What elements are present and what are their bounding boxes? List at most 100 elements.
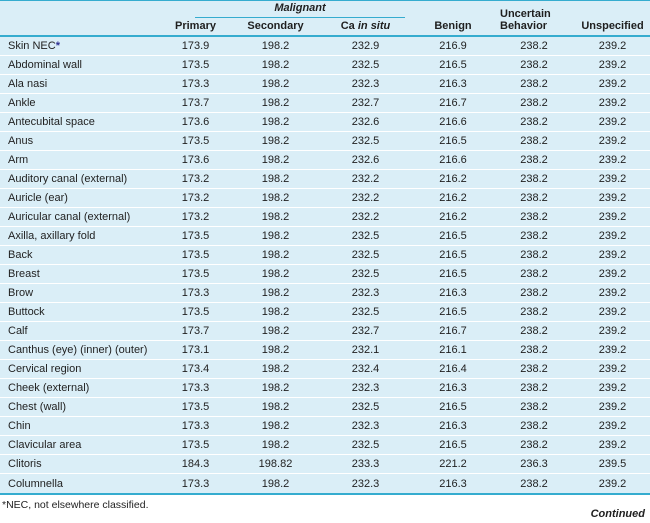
code-cell-ca-in-situ: 232.5 — [351, 249, 380, 261]
code-cell-secondary: 198.2 — [261, 477, 290, 490]
code-cell-secondary: 198.2 — [261, 230, 290, 242]
code-cell-secondary: 198.2 — [261, 344, 290, 356]
code-cell-primary: 173.5 — [181, 306, 210, 318]
code-cell-primary: 173.3 — [181, 78, 210, 90]
code-cell-primary: 173.7 — [181, 325, 210, 337]
table-row: Skin NEC* 173.9 198.2 232.9 216.9 238.2 239.2 — [0, 37, 650, 56]
code-cell-ca-in-situ: 232.9 — [351, 40, 380, 52]
site-cell: Axilla, axillary fold — [8, 230, 96, 242]
code-cell-primary: 173.2 — [181, 192, 210, 204]
code-cell-ca-in-situ: 232.6 — [351, 116, 380, 128]
malignant-underline — [195, 16, 405, 18]
code-cell-uncertain-behavior: 238.2 — [520, 78, 548, 90]
code-cell-primary: 173.5 — [181, 230, 210, 242]
code-cell-uncertain-behavior: 238.2 — [520, 382, 548, 394]
code-cell-uncertain-behavior: 238.2 — [520, 135, 548, 147]
code-cell-primary: 173.7 — [181, 97, 210, 109]
table-row: Back 173.5 198.2 232.5 216.5 238.2 239.2 — [0, 246, 650, 265]
code-cell-ca-in-situ: 232.5 — [351, 59, 380, 71]
code-cell-uncertain-behavior: 238.2 — [520, 363, 548, 375]
code-cell-unspecified: 239.2 — [598, 477, 627, 490]
code-cell-primary: 173.3 — [181, 420, 210, 432]
code-cell-ca-in-situ: 232.3 — [351, 420, 380, 432]
code-cell-uncertain-behavior: 238.2 — [520, 154, 548, 166]
table-row: Canthus (eye) (inner) (outer) 173.1 198.2 2… — [0, 341, 650, 360]
code-cell-primary: 173.5 — [181, 59, 210, 71]
code-cell-primary: 173.6 — [181, 154, 210, 166]
code-cell-uncertain-behavior: 238.2 — [520, 97, 548, 109]
column-header-uncertain-behavior: Uncertain Behavior — [500, 8, 551, 32]
table-row: Chin 173.3 198.2 232.3 216.3 238.2 239.2 — [0, 417, 650, 436]
code-cell-secondary: 198.2 — [261, 306, 290, 318]
code-cell-ca-in-situ: 232.2 — [351, 211, 380, 223]
column-header-unspecified: Unspecified — [581, 20, 644, 32]
code-cell-benign: 216.2 — [439, 173, 467, 185]
code-cell-primary: 173.4 — [181, 363, 210, 375]
code-cell-secondary: 198.2 — [261, 268, 290, 280]
code-cell-unspecified: 239.2 — [598, 173, 627, 185]
code-cell-ca-in-situ: 232.4 — [351, 363, 380, 375]
code-cell-unspecified: 239.2 — [598, 363, 627, 375]
code-cell-uncertain-behavior: 238.2 — [520, 287, 548, 299]
code-cell-unspecified: 239.2 — [598, 306, 627, 318]
table-row: Cervical region 173.4 198.2 232.4 216.4 238.2… — [0, 360, 650, 379]
site-cell: Cervical region — [8, 363, 82, 375]
table-row: Antecubital space 173.6 198.2 232.6 216.6 238… — [0, 113, 650, 132]
code-cell-benign: 216.5 — [439, 306, 467, 318]
code-cell-unspecified: 239.5 — [598, 458, 627, 470]
code-cell-benign: 216.5 — [439, 230, 467, 242]
code-cell-benign: 216.2 — [439, 192, 467, 204]
code-cell-secondary: 198.2 — [261, 97, 290, 109]
code-cell-unspecified: 239.2 — [598, 287, 627, 299]
table-row: Abdominal wall 173.5 198.2 232.5 216.5 238.2 2… — [0, 56, 650, 75]
malignant-group-label: Malignant — [274, 2, 326, 14]
site-cell: Skin NEC* — [8, 40, 60, 52]
code-cell-uncertain-behavior: 238.2 — [520, 173, 548, 185]
site-cell: Buttock — [8, 306, 45, 318]
site-cell: Auricular canal (external) — [8, 211, 131, 223]
code-cell-secondary: 198.2 — [261, 211, 290, 223]
code-cell-unspecified: 239.2 — [598, 40, 627, 52]
table-row: Arm 173.6 198.2 232.6 216.6 238.2 239.2 — [0, 151, 650, 170]
column-header-secondary: Secondary — [247, 20, 304, 32]
code-cell-unspecified: 239.2 — [598, 420, 627, 432]
code-cell-benign: 216.3 — [439, 78, 467, 90]
table-row: Axilla, axillary fold 173.5 198.2 232.5 216.… — [0, 227, 650, 246]
table-row: Cheek (external) 173.3 198.2 232.3 216.3 238.… — [0, 379, 650, 398]
site-cell: Abdominal wall — [8, 59, 82, 71]
code-cell-uncertain-behavior: 236.3 — [520, 458, 548, 470]
code-cell-ca-in-situ: 232.3 — [351, 287, 380, 299]
code-cell-unspecified: 239.2 — [598, 59, 627, 71]
code-cell-unspecified: 239.2 — [598, 211, 627, 223]
code-cell-benign: 216.1 — [439, 344, 467, 356]
code-cell-uncertain-behavior: 238.2 — [520, 230, 548, 242]
code-cell-unspecified: 239.2 — [598, 230, 627, 242]
code-cell-benign: 216.7 — [439, 97, 467, 109]
code-cell-ca-in-situ: 232.5 — [351, 401, 380, 413]
table-row: Clavicular area 173.5 198.2 232.5 216.5 238.2… — [0, 436, 650, 455]
code-cell-primary: 173.3 — [181, 287, 210, 299]
table-row: Calf 173.7 198.2 232.7 216.7 238.2 239.2 — [0, 322, 650, 341]
table-row: Anus 173.5 198.2 232.5 216.5 238.2 239.2 — [0, 132, 650, 151]
code-cell-unspecified: 239.2 — [598, 154, 627, 166]
code-cell-unspecified: 239.2 — [598, 78, 627, 90]
code-cell-unspecified: 239.2 — [598, 192, 627, 204]
table-header: Malignant Primary Secondary Ca in situ Beni… — [0, 0, 650, 37]
code-cell-benign: 216.6 — [439, 116, 467, 128]
code-cell-benign: 216.3 — [439, 420, 467, 432]
site-cell: Antecubital space — [8, 116, 95, 128]
site-cell: Back — [8, 249, 33, 261]
code-cell-benign: 216.4 — [439, 363, 467, 375]
code-cell-unspecified: 239.2 — [598, 135, 627, 147]
table-row: Breast 173.5 198.2 232.5 216.5 238.2 239.2 — [0, 265, 650, 284]
code-cell-primary: 173.2 — [181, 173, 210, 185]
code-cell-secondary: 198.2 — [261, 249, 290, 261]
code-cell-primary: 173.5 — [181, 401, 210, 413]
code-cell-uncertain-behavior: 238.2 — [520, 249, 548, 261]
code-cell-uncertain-behavior: 238.2 — [520, 211, 548, 223]
code-cell-benign: 216.3 — [439, 287, 467, 299]
code-cell-ca-in-situ: 232.5 — [351, 439, 380, 451]
table-row: Auricle (ear) 173.2 198.2 232.2 216.2 238.2 23… — [0, 189, 650, 208]
code-cell-secondary: 198.2 — [261, 363, 290, 375]
